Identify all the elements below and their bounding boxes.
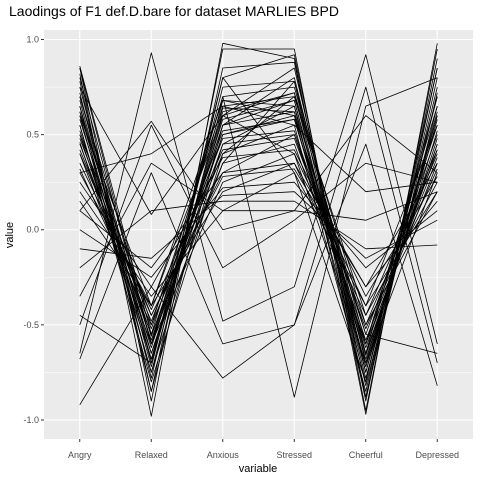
x-tick-label: Stressed [276,450,312,460]
series-line-28 [79,200,438,269]
series-line-14 [79,42,438,417]
series-line-34 [79,115,438,231]
series-line-25 [79,162,438,288]
y-tick-label: 0.0 [26,225,39,235]
y-tick-label: 0.5 [26,130,39,140]
series-line-33 [79,143,438,406]
grid-minor [44,86,473,373]
y-tick-label: 1.0 [26,35,39,45]
series-layer [79,42,438,417]
chart-title: Laodings of F1 def.D.bare for dataset MA… [9,3,339,19]
series-line-37 [79,86,438,307]
x-tick-label: Anxious [207,450,240,460]
series-line-32 [79,86,438,364]
x-tick-label: Depressed [415,450,459,460]
x-tick-label: Angry [68,450,92,460]
y-axis-label: value [4,222,16,248]
y-tick-label: -1.0 [23,415,39,425]
series-line-48 [79,107,438,368]
series-line-35 [79,105,438,193]
series-line-27 [79,191,438,259]
series-line-45 [79,92,438,398]
series-line-39 [79,81,438,354]
series-line-43 [79,92,438,326]
series-line-47 [79,96,438,326]
series-line-20 [79,111,438,360]
series-line-31 [79,52,438,354]
x-axis-label: variable [239,463,278,475]
series-line-29 [79,162,438,297]
y-tick-label: -0.5 [23,320,39,330]
x-axis-ticks: Angry Relaxed Anxious Stressed Cheerful Depre… [68,439,459,460]
series-line-42 [79,96,438,345]
x-tick-label: Relaxed [135,450,168,460]
y-axis-ticks: -1.0 -0.5 0.0 0.5 1.0 [23,35,44,425]
series-line-11 [79,162,438,316]
series-line-38 [79,100,438,354]
series-line-30 [79,124,438,326]
series-line-26 [79,181,438,278]
x-tick-label: Cheerful [349,450,383,460]
series-line-13 [79,48,438,411]
